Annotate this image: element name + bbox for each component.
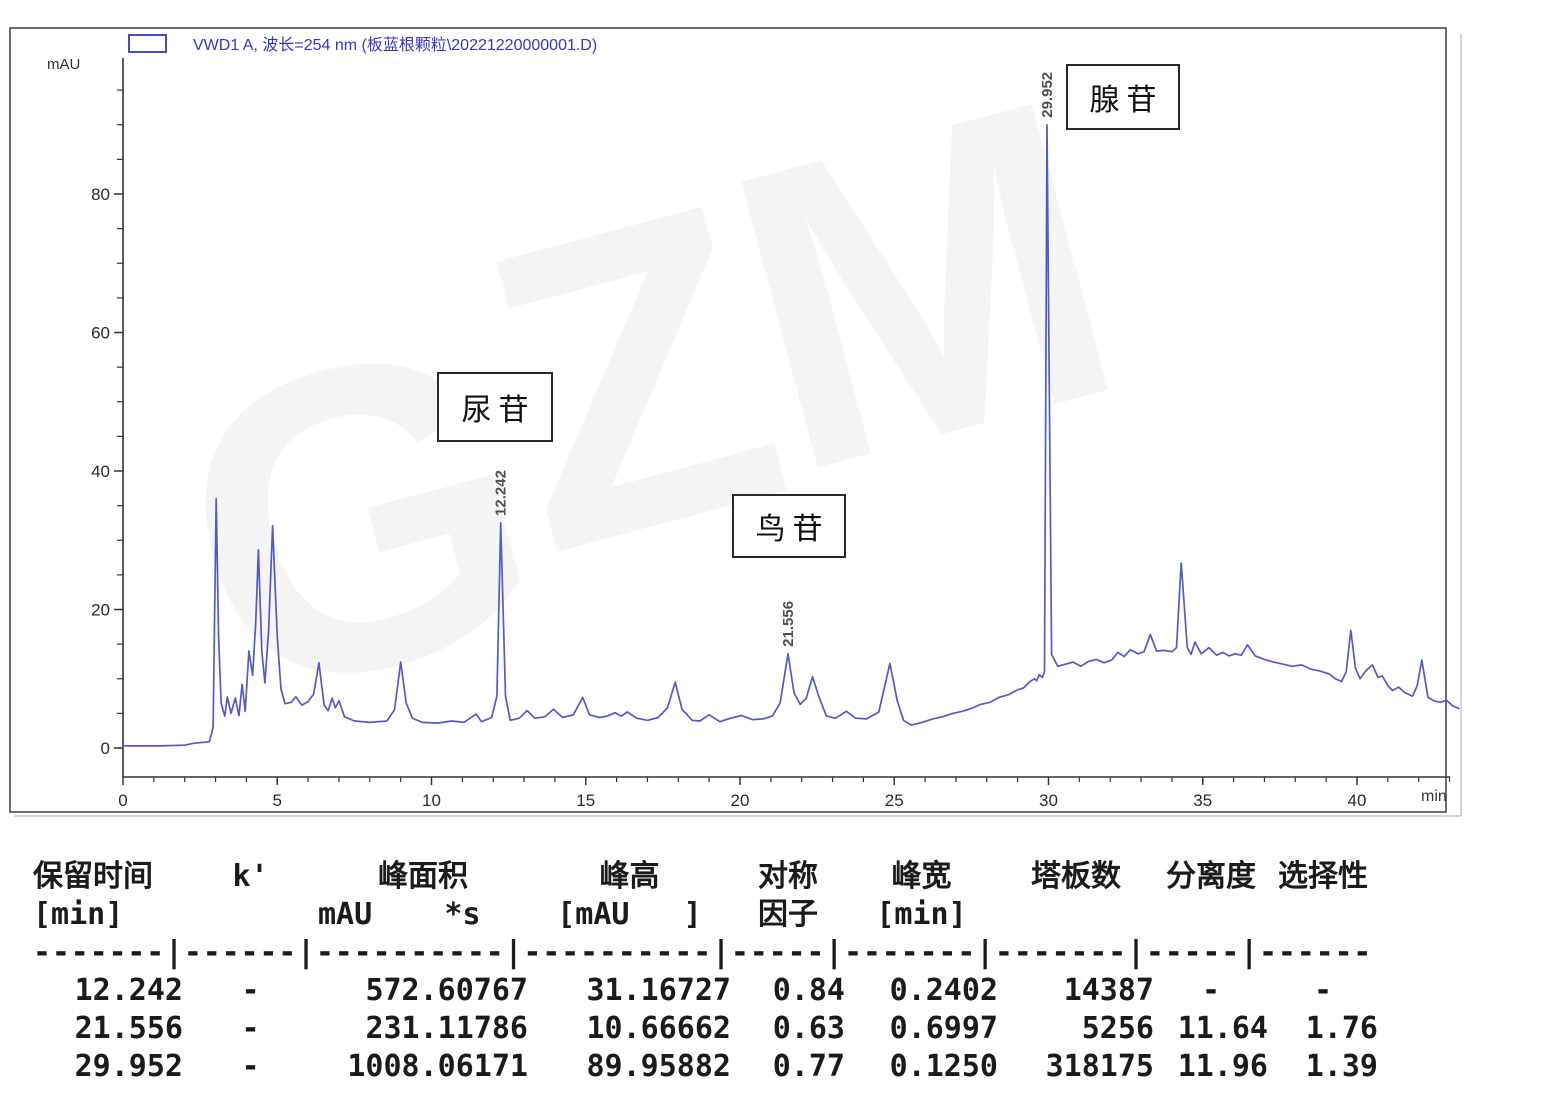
table-cell: 峰宽 bbox=[891, 859, 952, 894]
table-cell: [min] bbox=[33, 897, 124, 932]
table-cell: 峰面积 bbox=[378, 859, 468, 894]
table-cell: 0.63 bbox=[772, 1011, 845, 1046]
table-cell: [mAU ] bbox=[557, 897, 702, 932]
x-tick-label: 20 bbox=[731, 791, 750, 810]
y-axis-unit: mAU bbox=[47, 56, 81, 73]
y-tick-label: 20 bbox=[91, 601, 110, 620]
compound-annotation: 尿苷 bbox=[437, 372, 553, 442]
table-separator: -------|------|----------|----------|---… bbox=[33, 935, 1373, 970]
peak-rt-label: 21.556 bbox=[780, 601, 797, 647]
table-cell: 11.96 bbox=[1177, 1049, 1268, 1084]
table-cell: 0.84 bbox=[772, 973, 845, 1008]
y-tick-label: 80 bbox=[91, 185, 110, 204]
legend-label: VWD1 A, 波长=254 nm (板蓝根颗粒\20221220000001.… bbox=[193, 37, 598, 54]
plot-border bbox=[9, 27, 1447, 813]
table-cell: 31.16727 bbox=[586, 973, 732, 1008]
table-cell: 10.66662 bbox=[586, 1011, 732, 1046]
table-cell: 塔板数 bbox=[1031, 859, 1121, 894]
table-cell bbox=[1154, 896, 1268, 934]
table-cell: 峰高 bbox=[599, 859, 660, 894]
table-cell: 保留时间 bbox=[33, 859, 153, 894]
table-cell: - bbox=[1313, 973, 1333, 1008]
table-cell: 29.952 bbox=[74, 1049, 183, 1084]
x-tick-label: 0 bbox=[118, 791, 127, 810]
table-cell: 14387 bbox=[1063, 973, 1154, 1008]
table-cell: 11.64 bbox=[1177, 1011, 1268, 1046]
x-tick-label: 25 bbox=[885, 791, 904, 810]
table-cell: 0.2402 bbox=[889, 973, 998, 1008]
table-cell: 对称 bbox=[758, 859, 818, 894]
table-cell bbox=[998, 896, 1154, 934]
table-cell: 1.39 bbox=[1305, 1049, 1378, 1084]
compound-annotation: 鸟苷 bbox=[732, 494, 846, 558]
table-cell: 5256 bbox=[1081, 1011, 1154, 1046]
table-cell: 21.556 bbox=[74, 1011, 183, 1046]
chromatogram-plot: GZM020406080051015202530354012.24221.556… bbox=[9, 8, 1462, 817]
peak-report-section: 保留时间 k' 峰面积 峰高 对称 峰宽 塔板数 分离度 选择性 [min] mAU *s [mAU … bbox=[33, 858, 1378, 1086]
table-cell: 0.1250 bbox=[889, 1049, 998, 1084]
table-cell: 572.60767 bbox=[365, 973, 528, 1008]
table-cell: 89.95882 bbox=[586, 1049, 732, 1084]
table-cell: 231.11786 bbox=[365, 1011, 528, 1046]
table-cell: 1.76 bbox=[1305, 1011, 1378, 1046]
x-tick-label: 35 bbox=[1193, 791, 1212, 810]
table-cell: 0.77 bbox=[772, 1049, 845, 1084]
table-cell bbox=[1268, 896, 1378, 934]
table-cell: 0.6997 bbox=[889, 1011, 998, 1046]
table-cell: 1008.06171 bbox=[347, 1049, 528, 1084]
x-tick-label: 40 bbox=[1348, 791, 1367, 810]
peak-rt-label: 12.242 bbox=[493, 470, 510, 516]
compound-annotation: 腺苷 bbox=[1066, 64, 1180, 130]
table-cell: mAU *s bbox=[318, 897, 481, 932]
x-tick-label: 10 bbox=[422, 791, 441, 810]
y-tick-label: 60 bbox=[91, 324, 110, 343]
legend: VWD1 A, 波长=254 nm (板蓝根颗粒\20221220000001.… bbox=[128, 31, 597, 55]
table-cell: [min] bbox=[876, 897, 967, 932]
table-cell: 318175 bbox=[1045, 1049, 1154, 1084]
table-cell: 12.242 bbox=[74, 973, 183, 1008]
chromatogram-trace bbox=[122, 123, 1460, 747]
peak-rt-label: 29.952 bbox=[1039, 72, 1056, 118]
x-tick-label: 30 bbox=[1039, 791, 1058, 810]
x-tick-label: 5 bbox=[273, 791, 282, 810]
y-tick-label: 40 bbox=[91, 462, 110, 481]
table-cell: - bbox=[241, 973, 260, 1008]
table-cell: 分离度 bbox=[1166, 859, 1256, 894]
table-cell: 选择性 bbox=[1278, 859, 1368, 894]
x-axis-unit: min bbox=[1421, 788, 1447, 805]
legend-checkbox bbox=[128, 33, 167, 53]
table-cell bbox=[183, 896, 318, 934]
table-cell: - bbox=[241, 1049, 260, 1084]
table-cell: k' bbox=[232, 859, 269, 894]
peak-table: 保留时间 k' 峰面积 峰高 对称 峰宽 塔板数 分离度 选择性 [min] mAU *s [mAU … bbox=[33, 858, 1378, 1086]
table-cell: - bbox=[1201, 973, 1221, 1008]
y-tick-label: 0 bbox=[101, 739, 110, 758]
table-cell: - bbox=[241, 1011, 260, 1046]
x-tick-label: 15 bbox=[576, 791, 595, 810]
table-cell: 因子 bbox=[758, 897, 818, 932]
